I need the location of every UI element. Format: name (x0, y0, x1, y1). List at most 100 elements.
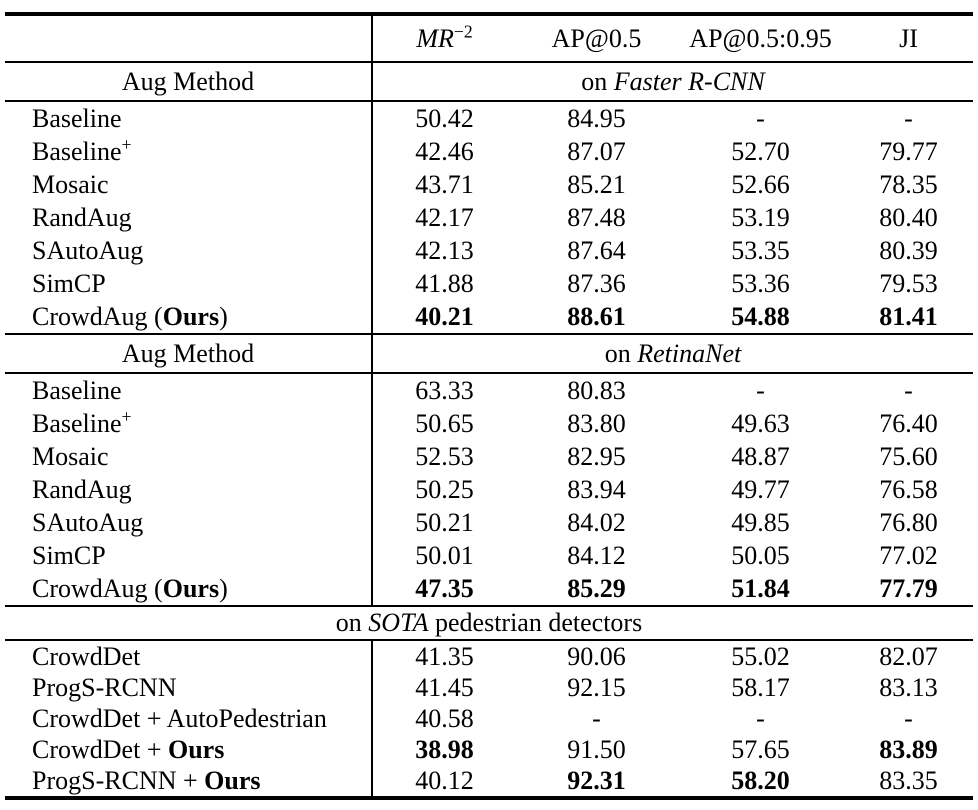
text-segment: 81.41 (879, 301, 938, 331)
value-cell: 90.06 (516, 640, 677, 672)
text-segment: 42.17 (415, 202, 474, 232)
value-cell: 55.02 (677, 640, 844, 672)
text-segment: SAutoAug (32, 235, 144, 265)
text-segment: 54.88 (731, 301, 790, 331)
value-cell: 87.36 (516, 267, 677, 300)
text-segment: on (604, 338, 638, 368)
value-cell: 76.58 (844, 473, 973, 506)
value-cell: 80.83 (516, 373, 677, 407)
text-segment: Mosaic (32, 169, 109, 199)
text-segment: SimCP (32, 540, 106, 570)
table-head: MR−2 AP@0.5 AP@0.5:0.95 JI (5, 14, 973, 63)
text-segment: 51.84 (731, 573, 790, 603)
metric-header-col-ap05: AP@0.5 (516, 14, 677, 63)
value-cell: 53.36 (677, 267, 844, 300)
value-cell: 41.45 (372, 672, 516, 703)
method-cell: SAutoAug (5, 234, 373, 267)
text-segment: - (756, 103, 765, 133)
method-cell: CrowdDet + Ours (5, 734, 373, 765)
metric-header-col-mr: MR−2 (372, 14, 516, 63)
text-segment: 77.02 (879, 540, 938, 570)
section-left-header: Aug Method (5, 333, 373, 374)
section-left-header: Aug Method (5, 61, 373, 102)
method-cell: CrowdAug (Ours) (5, 300, 373, 334)
text-segment: 40.12 (415, 765, 474, 795)
value-cell: 80.39 (844, 234, 973, 267)
value-cell: 50.42 (372, 101, 516, 135)
table-row: Baseline 50.42 84.95 - - (5, 101, 973, 135)
value-cell: 78.35 (844, 168, 973, 201)
text-segment: SAutoAug (32, 507, 144, 537)
value-cell: 87.48 (516, 201, 677, 234)
value-cell: - (677, 373, 844, 407)
text-segment: 58.17 (731, 672, 790, 702)
text-segment: + (121, 133, 132, 154)
value-cell: 88.61 (516, 300, 677, 334)
text-segment: 41.35 (415, 641, 474, 671)
text-segment: 87.36 (567, 268, 626, 298)
text-segment: Ours (162, 573, 220, 603)
table-row: SimCP 41.88 87.36 53.36 79.53 (5, 267, 973, 300)
value-cell: - (844, 373, 973, 407)
value-cell: 50.21 (372, 506, 516, 539)
text-segment: + (121, 405, 132, 426)
text-segment: 84.12 (567, 540, 626, 570)
span-header-cell: on SOTA pedestrian detectors (5, 605, 973, 641)
text-segment: 53.35 (731, 235, 790, 265)
text-segment: Ours (204, 765, 261, 795)
text-segment: MR (416, 23, 454, 53)
text-segment: CrowdDet + (32, 734, 168, 764)
results-table: MR−2 AP@0.5 AP@0.5:0.95 JI Aug Method on Fas… (5, 12, 973, 800)
text-segment: 85.21 (567, 169, 626, 199)
text-segment: 52.70 (731, 136, 790, 166)
text-segment: - (756, 375, 765, 405)
text-segment: 50.05 (731, 540, 790, 570)
text-segment: Baseline (32, 103, 122, 133)
text-segment: 77.79 (879, 573, 938, 603)
text-segment: 80.40 (879, 202, 938, 232)
value-cell: 49.63 (677, 407, 844, 440)
value-cell: 47.35 (372, 572, 516, 606)
text-segment: 91.50 (567, 734, 626, 764)
text-segment: 83.94 (567, 474, 626, 504)
value-cell: 42.46 (372, 135, 516, 168)
value-cell: 77.02 (844, 539, 973, 572)
text-segment: Baseline (32, 136, 122, 166)
table-row: CrowdAug (Ours) 47.35 85.29 51.84 77.79 (5, 572, 973, 606)
text-segment: 40.58 (415, 703, 474, 733)
text-segment: 41.45 (415, 672, 474, 702)
text-segment: 50.42 (415, 103, 474, 133)
text-segment: SimCP (32, 268, 106, 298)
method-cell: SAutoAug (5, 506, 373, 539)
text-segment: 87.07 (567, 136, 626, 166)
value-cell: 50.05 (677, 539, 844, 572)
value-cell: 76.40 (844, 407, 973, 440)
text-segment: ProgS-RCNN + (32, 765, 205, 795)
table-row: SimCP 50.01 84.12 50.05 77.02 (5, 539, 973, 572)
section-right-header: on Faster R-CNN (372, 61, 973, 102)
value-cell: 53.35 (677, 234, 844, 267)
value-cell: - (844, 703, 973, 734)
table-row: CrowdDet 41.35 90.06 55.02 82.07 (5, 640, 973, 672)
method-cell: SimCP (5, 267, 373, 300)
text-segment: 83.13 (879, 672, 938, 702)
value-cell: 40.12 (372, 765, 516, 798)
value-cell: 76.80 (844, 506, 973, 539)
text-segment: 47.35 (415, 573, 474, 603)
text-segment: 38.98 (415, 734, 474, 764)
text-segment: 49.77 (731, 474, 790, 504)
text-segment: SOTA (368, 608, 429, 637)
method-cell: RandAug (5, 201, 373, 234)
table-body: Aug Method on Faster R-CNN Baseline 50.42 84… (5, 61, 973, 798)
table-row: RandAug 42.17 87.48 53.19 80.40 (5, 201, 973, 234)
section-header-row: Aug Method on Faster R-CNN (5, 61, 973, 102)
value-cell: 48.87 (677, 440, 844, 473)
text-segment: 78.35 (879, 169, 938, 199)
text-segment: 83.89 (879, 734, 938, 764)
value-cell: 92.15 (516, 672, 677, 703)
metric-header-row: MR−2 AP@0.5 AP@0.5:0.95 JI (5, 14, 973, 63)
text-segment: on (335, 608, 369, 637)
metric-header-col-ap05095: AP@0.5:0.95 (677, 14, 844, 63)
text-segment: CrowdAug ( (32, 573, 163, 603)
